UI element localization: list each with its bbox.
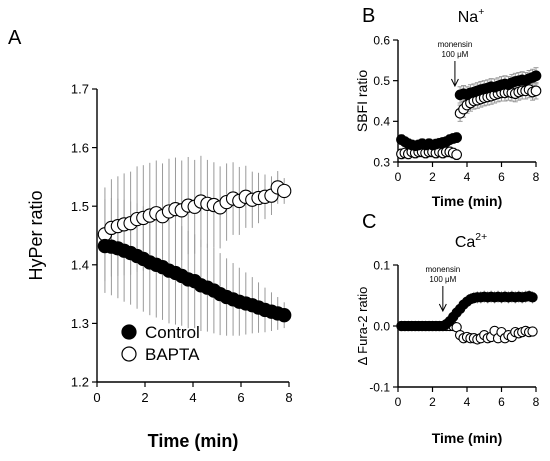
panel-a-filled-data-point bbox=[277, 308, 292, 323]
panel-b-open-data-point bbox=[530, 85, 542, 97]
panel-c-x-tick-label: 0 bbox=[395, 395, 402, 409]
panel-label-b: B bbox=[362, 5, 375, 27]
panel-b-x-tick-label: 6 bbox=[498, 170, 505, 184]
panel-a-y-tick-label: 1.5 bbox=[71, 199, 89, 214]
panel-b-filled-data-point bbox=[451, 132, 463, 143]
panel-label-c: C bbox=[362, 211, 376, 233]
panel-c-y-axis-label: Δ Fura-2 ratio bbox=[355, 287, 370, 366]
panel-b-title: Na+ bbox=[458, 7, 485, 26]
panel-a-chart: 0 2 4 6 8 1.2 1.3 1.4 1.5 1.6 1.7 Time (min) HyPer r… bbox=[26, 82, 293, 451]
panel-b-open-data-point bbox=[451, 149, 463, 161]
panel-a-x-tick-label: 0 bbox=[93, 390, 100, 405]
panel-c-x-tick-label: 6 bbox=[498, 395, 505, 409]
panel-a-x-tick-label: 6 bbox=[237, 390, 244, 405]
panel-a-y-tick-label: 1.6 bbox=[71, 140, 89, 155]
panel-b-y-tick-label: 0.5 bbox=[373, 74, 390, 88]
panel-c-x-tick-label: 8 bbox=[533, 395, 540, 409]
panel-b-x-tick-label: 0 bbox=[395, 170, 402, 184]
panel-c-annotation-line1: monensin bbox=[426, 265, 461, 274]
panel-c-annotation-line2: 100 μM bbox=[429, 275, 456, 284]
panel-b-y-tick-label: 0.4 bbox=[373, 115, 390, 129]
panel-b-annotation-arrowhead bbox=[450, 78, 459, 88]
panel-b-y-axis-label: SBFI ratio bbox=[354, 70, 370, 132]
panel-a-y-axis-label: HyPer ratio bbox=[26, 190, 46, 280]
panel-a-x-tick-label: 8 bbox=[285, 390, 292, 405]
panel-a-x-tick-label: 4 bbox=[189, 390, 196, 405]
panel-c-x-tick-label: 4 bbox=[464, 395, 471, 409]
panel-c-title: Ca2+ bbox=[455, 232, 487, 251]
panel-a-y-tick-label: 1.3 bbox=[71, 316, 89, 331]
panel-b-y-tick-label: 0.3 bbox=[373, 155, 390, 169]
panel-c-x-tick-label: 2 bbox=[429, 395, 436, 409]
panel-c-annotation-arrowhead bbox=[438, 303, 447, 313]
panel-a-y-tick-label: 1.4 bbox=[71, 257, 89, 272]
panel-a-legend-label: BAPTA bbox=[145, 345, 200, 364]
panel-c-filled-data-point bbox=[527, 292, 538, 303]
panel-c-title-superscript: 2+ bbox=[475, 232, 487, 243]
panel-a-y-tick-label: 1.2 bbox=[71, 375, 89, 390]
panel-b-x-tick-label: 2 bbox=[429, 170, 436, 184]
panel-b-chart: 0 2 4 6 8 0.3 0.4 0.5 0.6 Time (min) SBFI ratio Na+… bbox=[354, 7, 542, 209]
panel-a-open-data-point bbox=[277, 183, 292, 199]
panel-c-chart: 0 2 4 6 8 -0.1 0.0 0.1 Time (min) Δ Fura-2 ratio C… bbox=[355, 232, 540, 446]
panel-a-legend-marker bbox=[121, 346, 137, 362]
panel-a-x-tick-label: 2 bbox=[141, 390, 148, 405]
panel-a-legend-marker bbox=[121, 324, 137, 340]
panel-a-y-tick-label: 1.7 bbox=[71, 82, 89, 97]
panel-a-legend-label: Control bbox=[145, 323, 200, 342]
panel-b-x-tick-label: 8 bbox=[533, 170, 540, 184]
panel-b-x-axis-label: Time (min) bbox=[432, 193, 503, 209]
panel-b-filled-data-point bbox=[530, 70, 542, 82]
panel-b-annotation-line2: 100 μM bbox=[442, 50, 469, 59]
panel-c-open-data-point bbox=[527, 326, 538, 337]
panel-b-y-tick-label: 0.6 bbox=[373, 33, 390, 47]
panel-b-annotation-line1: monensin bbox=[438, 40, 473, 49]
panel-a-x-axis-label: Time (min) bbox=[148, 431, 239, 451]
panel-c-y-tick-label: 0.1 bbox=[373, 258, 390, 272]
panel-label-a: A bbox=[8, 27, 22, 49]
panel-c-y-tick-label: 0.0 bbox=[373, 319, 390, 333]
panel-c-x-axis-label: Time (min) bbox=[432, 430, 503, 446]
panel-b-x-tick-label: 4 bbox=[464, 170, 471, 184]
panel-c-y-tick-label: -0.1 bbox=[369, 380, 390, 394]
panel-b-title-superscript: + bbox=[478, 7, 484, 18]
